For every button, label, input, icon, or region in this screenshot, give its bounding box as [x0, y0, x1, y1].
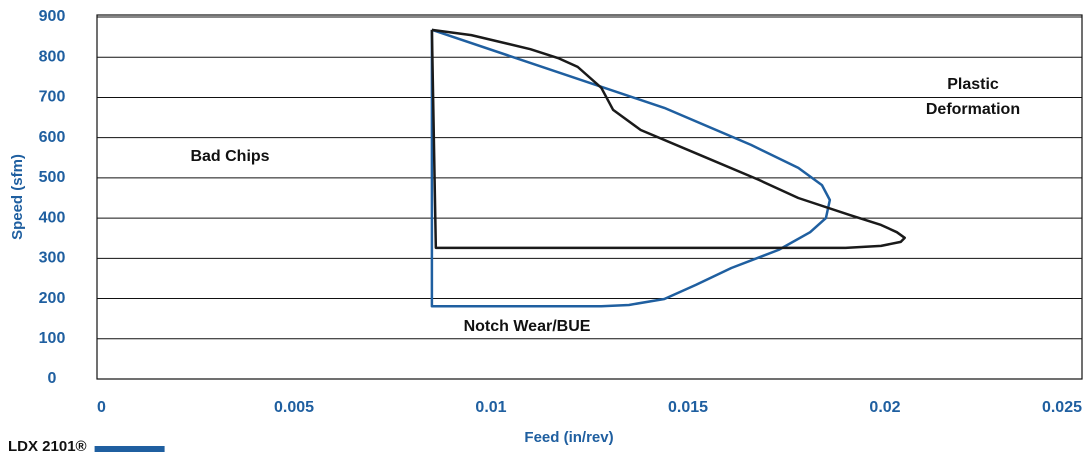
y-tick-label: 300	[39, 250, 66, 267]
x-tick-label: 0.025	[1042, 399, 1082, 416]
legend-label: LDX 2101®	[8, 438, 87, 453]
series-line	[430, 28, 906, 250]
annotation: Notch Wear/BUE	[464, 318, 591, 335]
annotation: Bad Chips	[190, 148, 269, 165]
y-tick-label: 600	[39, 129, 66, 146]
x-tick-label: 0	[97, 399, 106, 416]
series-line	[430, 28, 832, 308]
y-tick-label: 500	[39, 169, 66, 186]
x-tick-label: 0.015	[668, 399, 708, 416]
y-axis-label: Speed (sfm)	[9, 154, 26, 240]
x-tick-label: 0.005	[274, 399, 314, 416]
x-axis-label: Feed (in/rev)	[524, 429, 613, 446]
x-tick-label: 0.02	[869, 399, 900, 416]
y-tick-label: 800	[39, 48, 66, 65]
y-tick-label: 700	[39, 89, 66, 106]
y-tick-label: 400	[39, 209, 66, 226]
y-tick-label: 900	[39, 8, 66, 25]
annotation: Deformation	[926, 101, 1020, 118]
x-tick-label: 0.01	[475, 399, 506, 416]
y-tick-label: 100	[39, 330, 66, 347]
y-tick-label: 0	[48, 370, 57, 387]
annotation: Plastic	[947, 76, 999, 93]
y-tick-label: 200	[39, 290, 66, 307]
